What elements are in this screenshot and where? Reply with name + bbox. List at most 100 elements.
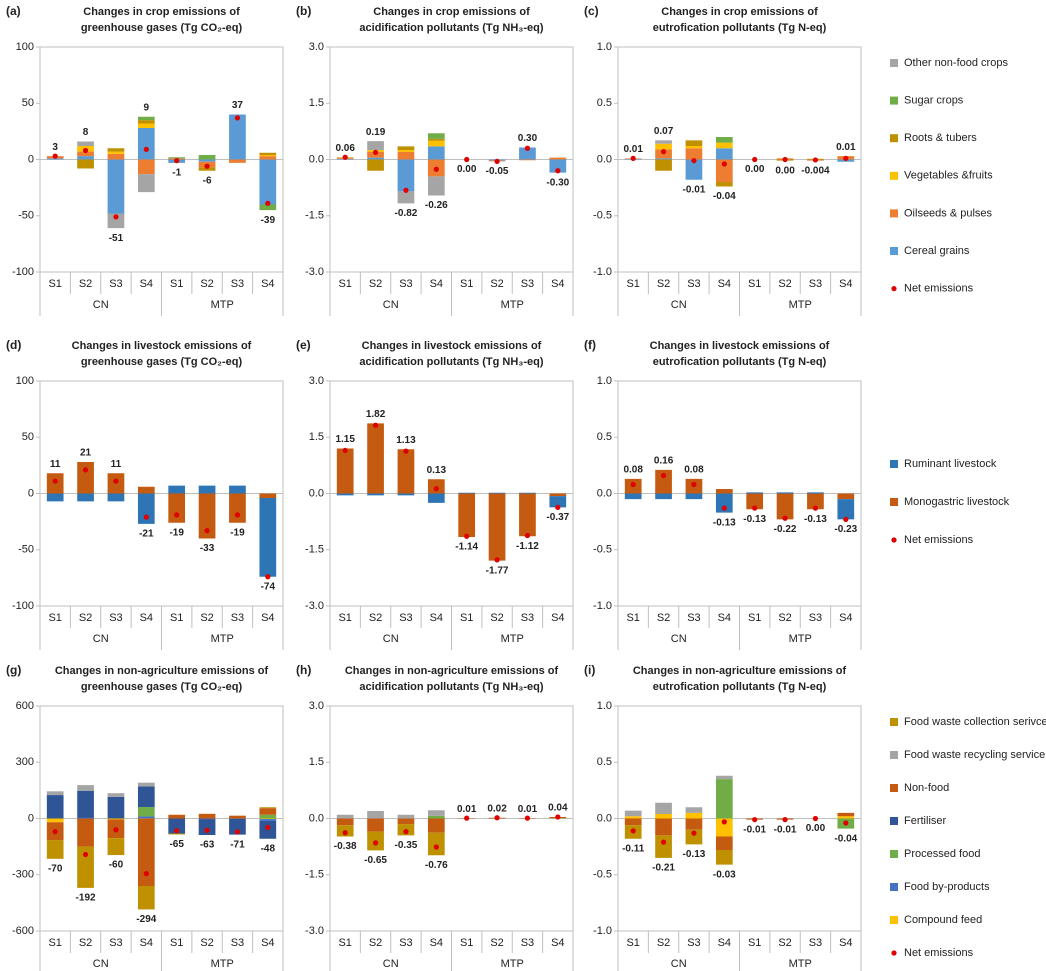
legend-label: Other non-food crops <box>904 57 1008 69</box>
group-label: CN <box>671 633 687 645</box>
net-point <box>52 829 58 835</box>
net-point <box>52 153 58 159</box>
net-point <box>630 828 636 834</box>
chart-title: greenhouse gases (Tg CO₂-eq) <box>81 22 243 34</box>
value-label: 0.01 <box>518 804 538 815</box>
net-point <box>234 829 241 835</box>
bar-segment <box>77 790 94 818</box>
legend-label: Food waste recycling service <box>904 749 1045 761</box>
value-label: -0.01 <box>774 824 797 835</box>
bar-segment <box>77 785 94 791</box>
net-point <box>174 828 180 834</box>
net-point <box>143 871 149 877</box>
x-tick-label: S1 <box>48 278 61 290</box>
x-tick-label: S4 <box>261 278 274 290</box>
value-label: -51 <box>109 233 124 244</box>
x-tick-label: S3 <box>399 612 412 624</box>
value-label: 11 <box>111 459 122 470</box>
bar-segment <box>77 159 94 169</box>
net-point <box>721 505 727 511</box>
chart-title: acidification pollutants (Tg NH₃-eq) <box>359 356 543 368</box>
bar-segment <box>198 485 216 494</box>
value-label: 1.15 <box>335 434 355 445</box>
x-tick-label: S4 <box>261 612 274 624</box>
bar-segment <box>488 492 506 494</box>
y-tick-label: -0.5 <box>593 869 612 881</box>
chart-title: eutrofication pollutants (Tg N-eq) <box>653 22 827 34</box>
bar-segment <box>685 812 703 819</box>
net-point <box>691 830 697 836</box>
net-point <box>52 478 58 484</box>
bar-segment <box>715 836 733 850</box>
y-tick-label: 300 <box>16 756 34 768</box>
y-tick-label: -1.0 <box>593 600 612 612</box>
legend-swatch <box>890 751 898 759</box>
value-label: 9 <box>144 102 150 113</box>
legend-label: Food by-products <box>904 881 990 893</box>
x-tick-label: S1 <box>626 278 639 290</box>
x-tick-label: S2 <box>778 612 791 624</box>
bar-segment <box>46 493 64 502</box>
value-label: 0.00 <box>457 164 477 175</box>
group-label: CN <box>383 958 399 970</box>
value-label: -0.26 <box>425 200 448 211</box>
panel-label: (a) <box>6 4 21 18</box>
legend-net-marker <box>891 286 897 292</box>
bar-segment <box>77 493 94 502</box>
value-label: -33 <box>200 543 215 554</box>
bar-segment <box>107 793 125 797</box>
value-label: -192 <box>76 893 96 904</box>
value-label: -48 <box>261 843 276 854</box>
chart-title: Changes in crop emissions of <box>83 6 240 18</box>
x-tick-label: S4 <box>718 278 731 290</box>
net-point <box>660 839 667 845</box>
bar-segment <box>837 816 855 819</box>
net-point <box>630 481 636 488</box>
legend-swatch <box>890 850 898 858</box>
y-tick-label: -50 <box>18 544 34 556</box>
bar-segment <box>367 423 384 494</box>
x-tick-label: S4 <box>718 612 731 624</box>
bar-segment <box>397 191 415 204</box>
x-tick-label: S4 <box>551 937 564 949</box>
x-tick-label: S2 <box>200 937 213 949</box>
net-point <box>524 145 531 151</box>
x-tick-label: S2 <box>369 612 382 624</box>
value-label: 0.19 <box>366 127 386 138</box>
value-label: -0.30 <box>546 177 569 188</box>
value-label: -294 <box>136 914 156 925</box>
y-tick-label: -100 <box>12 600 34 612</box>
y-tick-label: -1.0 <box>593 266 612 278</box>
value-label: -0.04 <box>713 191 736 202</box>
value-label: -0.76 <box>425 860 448 871</box>
bar-segment <box>229 818 246 835</box>
value-label: -0.03 <box>713 869 736 880</box>
bar-segment <box>367 818 384 832</box>
bar-segment <box>837 493 855 500</box>
value-label: -0.38 <box>334 841 357 852</box>
bar-segment <box>259 159 277 205</box>
group-label: MTP <box>211 299 234 311</box>
bar-segment <box>655 469 672 494</box>
bar-segment <box>488 493 506 561</box>
x-tick-label: S1 <box>626 612 639 624</box>
legend-swatch <box>890 498 898 506</box>
net-point <box>782 515 788 521</box>
bar-segment <box>107 159 125 214</box>
bar-segment <box>259 819 277 821</box>
x-tick-label: S4 <box>839 937 852 949</box>
bar-segment <box>137 782 155 787</box>
legend-label: Compound feed <box>904 914 982 926</box>
x-tick-label: S4 <box>430 278 443 290</box>
legend-net-marker <box>891 950 897 956</box>
net-point <box>174 158 180 164</box>
x-tick-label: S4 <box>140 278 153 290</box>
bar-segment <box>427 815 445 819</box>
value-label: -0.04 <box>834 833 857 844</box>
bar-segment <box>198 813 216 819</box>
x-tick-label: S3 <box>687 278 700 290</box>
group-label: CN <box>93 958 109 970</box>
group-label: MTP <box>211 633 234 645</box>
bar-segment <box>427 493 445 503</box>
bar-segment <box>77 817 94 819</box>
